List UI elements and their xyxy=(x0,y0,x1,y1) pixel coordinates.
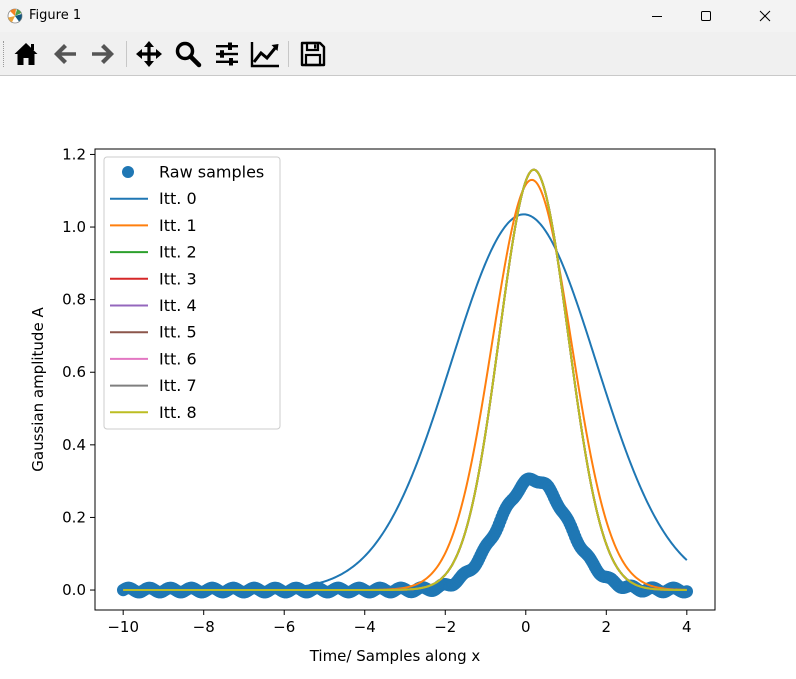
legend-label-itt-5: Itt. 5 xyxy=(159,323,197,342)
y-tick-label: 0.2 xyxy=(62,508,86,526)
series-line-itt-8 xyxy=(123,168,687,592)
home-button[interactable] xyxy=(11,39,41,69)
window-title: Figure 1 xyxy=(29,8,82,23)
floppy-disk-icon xyxy=(300,41,326,67)
legend-label-itt-2: Itt. 2 xyxy=(159,243,197,262)
arrow-left-icon xyxy=(54,44,76,64)
legend-label-raw-samples: Raw samples xyxy=(159,163,264,182)
legend-label-itt-0: Itt. 0 xyxy=(159,189,197,208)
axes-edit-button[interactable] xyxy=(250,39,280,69)
x-tick-label: −4 xyxy=(354,618,376,636)
y-tick-label: 0.6 xyxy=(62,363,86,381)
y-tick-label: 0.0 xyxy=(62,581,86,599)
line-chart-icon xyxy=(250,42,279,68)
y-tick-label: 0.8 xyxy=(62,291,86,309)
back-button[interactable] xyxy=(50,39,80,69)
close-icon xyxy=(759,10,771,22)
legend-label-itt-3: Itt. 3 xyxy=(159,269,197,288)
maximize-button[interactable] xyxy=(683,0,729,32)
x-tick-label: −2 xyxy=(434,618,456,636)
legend-marker-raw-samples xyxy=(122,166,134,178)
y-tick-label: 1.2 xyxy=(62,145,86,163)
y-tick-label: 0.4 xyxy=(62,436,86,454)
x-tick-label: −6 xyxy=(273,618,295,636)
minimize-icon xyxy=(652,16,662,17)
minimize-button[interactable] xyxy=(634,0,680,32)
x-tick-label: 0 xyxy=(521,618,531,636)
legend-label-itt-4: Itt. 4 xyxy=(159,296,197,315)
axes-frame xyxy=(94,148,716,611)
x-tick-label: 4 xyxy=(682,618,692,636)
figure-canvas[interactable]: −10 −8 −6 −4 −2 0 2 4 0.0 0.2 0.4 0.6 0.8 1.0 1.2 Time/… xyxy=(0,76,796,675)
legend: Raw samples Itt. 0 Itt. 1 Itt. 2 Itt. 3 Itt. … xyxy=(103,156,281,430)
x-tick-label: 2 xyxy=(602,618,612,636)
navigation-toolbar xyxy=(0,32,796,76)
chart[interactable]: −10 −8 −6 −4 −2 0 2 4 0.0 0.2 0.4 0.6 0.8 1.0 1.2 Time/… xyxy=(0,76,796,675)
plot-area xyxy=(116,168,694,599)
move-icon xyxy=(136,41,162,67)
matplotlib-logo-icon xyxy=(7,8,23,24)
x-tick-label: −8 xyxy=(193,618,215,636)
forward-button[interactable] xyxy=(88,39,118,69)
legend-label-itt-1: Itt. 1 xyxy=(159,216,197,235)
magnifier-icon xyxy=(175,41,202,68)
x-tick-label: −10 xyxy=(107,618,139,636)
toolbar-separator xyxy=(126,41,127,67)
data-point xyxy=(680,585,694,598)
maximize-icon xyxy=(701,11,711,21)
title-bar: Figure 1 xyxy=(0,0,796,32)
legend-label-itt-7: Itt. 7 xyxy=(159,376,197,395)
x-axis-label: Time/ Samples along x xyxy=(309,647,481,665)
zoom-button[interactable] xyxy=(173,39,203,69)
toolbar-separator xyxy=(288,41,289,67)
save-button[interactable] xyxy=(298,39,328,69)
close-button[interactable] xyxy=(742,0,788,32)
toolbar-grip xyxy=(3,41,6,67)
legend-label-itt-6: Itt. 6 xyxy=(159,349,197,368)
legend-label-itt-8: Itt. 8 xyxy=(159,403,197,422)
sliders-icon xyxy=(216,42,238,66)
y-axis-label: Gaussian amplitude A xyxy=(29,307,47,472)
home-icon xyxy=(14,43,38,65)
y-tick-label: 1.0 xyxy=(62,218,86,236)
arrow-right-icon xyxy=(92,44,114,64)
subplots-button[interactable] xyxy=(212,39,242,69)
pan-button[interactable] xyxy=(134,39,164,69)
